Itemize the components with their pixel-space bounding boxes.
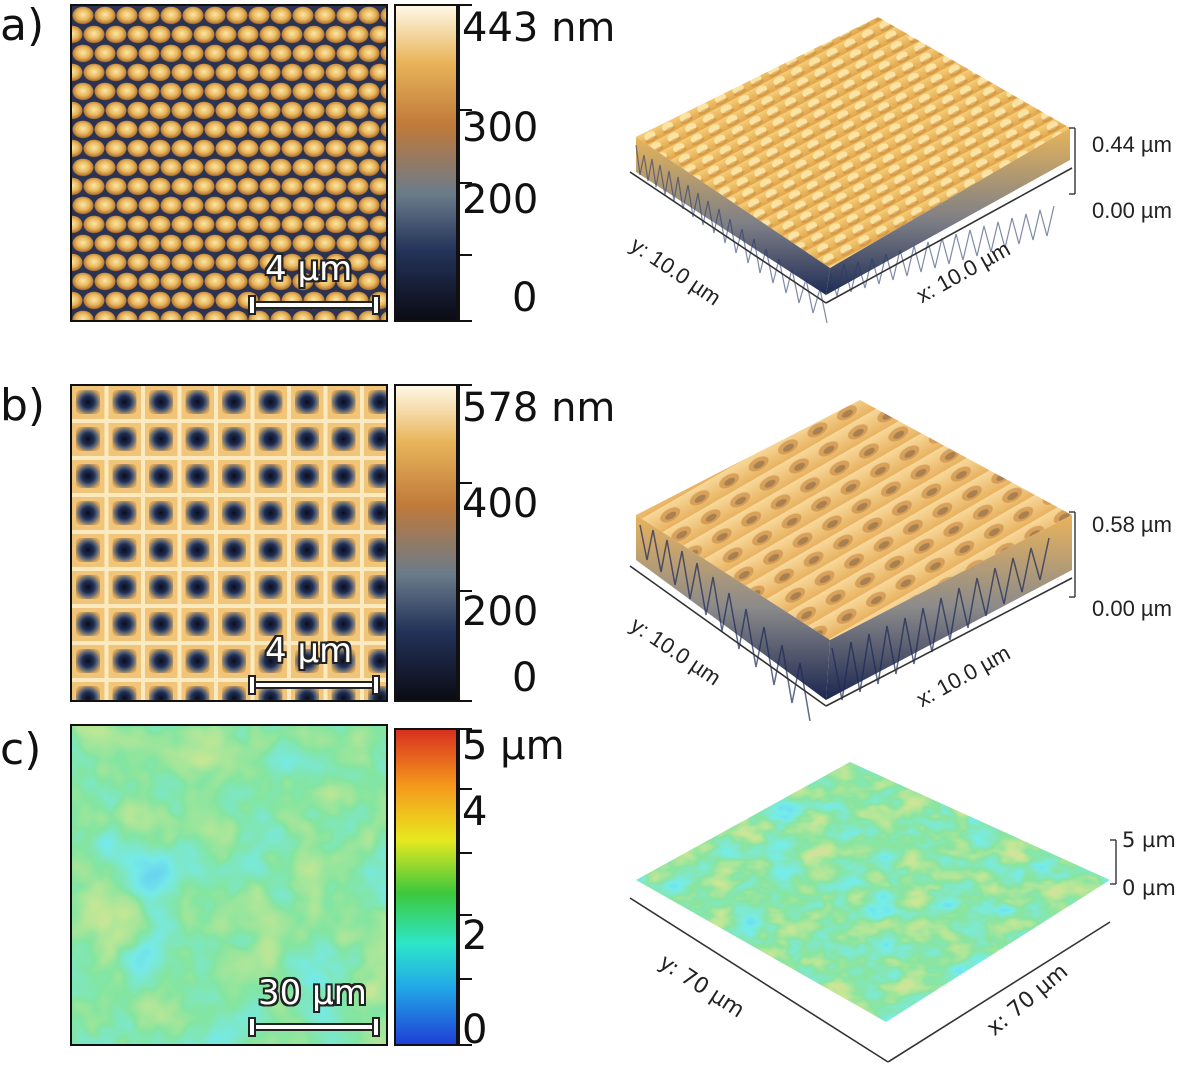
panel-b-colorbar-tick [458, 700, 472, 702]
panel-a-colorbar [394, 4, 458, 322]
panel-b-colorbar-max-label: 578 nm [462, 385, 616, 431]
panel-c-x-axis [887, 921, 1111, 1063]
panel-b-surface-top [636, 400, 1072, 640]
panel-a-scalebar-cap [372, 295, 380, 315]
panel-a-label: a) [0, 0, 45, 51]
panel-a-y-axis [629, 171, 827, 304]
panel-b-scalebar-cap [372, 675, 380, 695]
panel-b-z-top-label: 0.58 µm [1092, 512, 1172, 537]
panel-c-height-map [70, 724, 388, 1046]
panel-c-colorbar [394, 728, 458, 1046]
panel-a-scalebar-label: 4 µm [265, 249, 353, 289]
panel-b-z-bottom-label: 0.00 µm [1092, 596, 1172, 621]
panel-a-colorbar-tick [458, 182, 472, 184]
panel-b-x-axis [825, 577, 1073, 707]
panel-c-colorbar-tick-label: 4 [462, 789, 488, 835]
panel-b-colorbar [394, 384, 458, 702]
panel-b-y-axis [629, 565, 827, 707]
panel-c-colorbar-tick-label: 2 [462, 913, 488, 959]
panel-b-colorbar-tick-label: 400 [462, 481, 539, 527]
panel-b-spikes-right [831, 537, 1050, 701]
panel-b-colorbar-tick-label: 200 [462, 589, 539, 635]
panel-c-label: c) [0, 724, 42, 775]
panel-a-spikes-left [635, 144, 828, 324]
panel-b-label: b) [0, 380, 46, 431]
panel-c-scalebar [250, 1023, 378, 1031]
panel-c-colorbar-axis [458, 728, 460, 1046]
panel-a-x-axis [825, 167, 1073, 304]
panel-c-colorbar-tick [458, 914, 472, 916]
panel-a-spikes-right [829, 205, 1055, 297]
panel-b-colorbar-tick [458, 590, 472, 592]
panel-b-spikes-left [639, 524, 811, 722]
panel-a-surface-front-left [636, 137, 830, 295]
panel-c-scalebar-cap [248, 1017, 256, 1037]
panel-a-z-bottom-label: 0.00 µm [1092, 198, 1172, 223]
panel-a-scalebar [250, 301, 378, 309]
panel-b-colorbar-axis [458, 384, 460, 702]
panel-c-colorbar-tick [458, 1044, 472, 1046]
panel-a-colorbar-tick-label: 300 [462, 105, 539, 151]
panel-b-surface-front-right [826, 515, 1072, 700]
panel-a-colorbar-axis [458, 4, 460, 322]
panel-a-colorbar-tick [458, 320, 472, 322]
panel-a-colorbar-tick [458, 109, 472, 111]
panel-c-y-axis [629, 897, 889, 1063]
panel-c-z-top-label: 5 µm [1122, 828, 1176, 852]
panel-c-colorbar-tick [458, 852, 472, 854]
panel-b-surface-front-left [636, 515, 830, 700]
panel-a-surface-front-right [826, 128, 1070, 295]
panel-c-colorbar-tick-label: 0 [462, 1007, 488, 1053]
panel-b-scalebar [250, 681, 378, 689]
panel-a-surface-top [636, 17, 1070, 268]
panel-b-colorbar-tick-label: 0 [512, 655, 538, 701]
panel-c-surface-top [636, 762, 1110, 1022]
panel-a-z-top-label: 0.44 µm [1092, 132, 1172, 157]
panel-c-colorbar-max-label: 5 µm [462, 723, 565, 769]
panel-a-height-map [70, 4, 388, 322]
panel-b-colorbar-tick [458, 482, 472, 484]
panel-a-colorbar-tick-label: 200 [462, 177, 539, 223]
panel-b-scalebar-label: 4 µm [265, 631, 353, 671]
panel-a-colorbar-tick [458, 254, 472, 256]
panel-b-scalebar-cap [248, 675, 256, 695]
panel-c-colorbar-tick [458, 728, 472, 730]
panel-c-scalebar-cap [372, 1017, 380, 1037]
panel-b-colorbar-tick [458, 384, 472, 386]
panel-a-colorbar-tick [458, 4, 472, 6]
panel-c-colorbar-tick [458, 978, 472, 980]
panel-c-scalebar-label: 30 µm [258, 973, 367, 1013]
panel-c-z-bottom-label: 0 µm [1122, 876, 1176, 900]
panel-a-scalebar-cap [248, 295, 256, 315]
panel-c-colorbar-tick [458, 788, 472, 790]
panel-a-colorbar-max-label: 443 nm [462, 5, 616, 51]
panel-a-colorbar-tick-label: 0 [512, 275, 538, 321]
panel-b-height-map [70, 384, 388, 702]
